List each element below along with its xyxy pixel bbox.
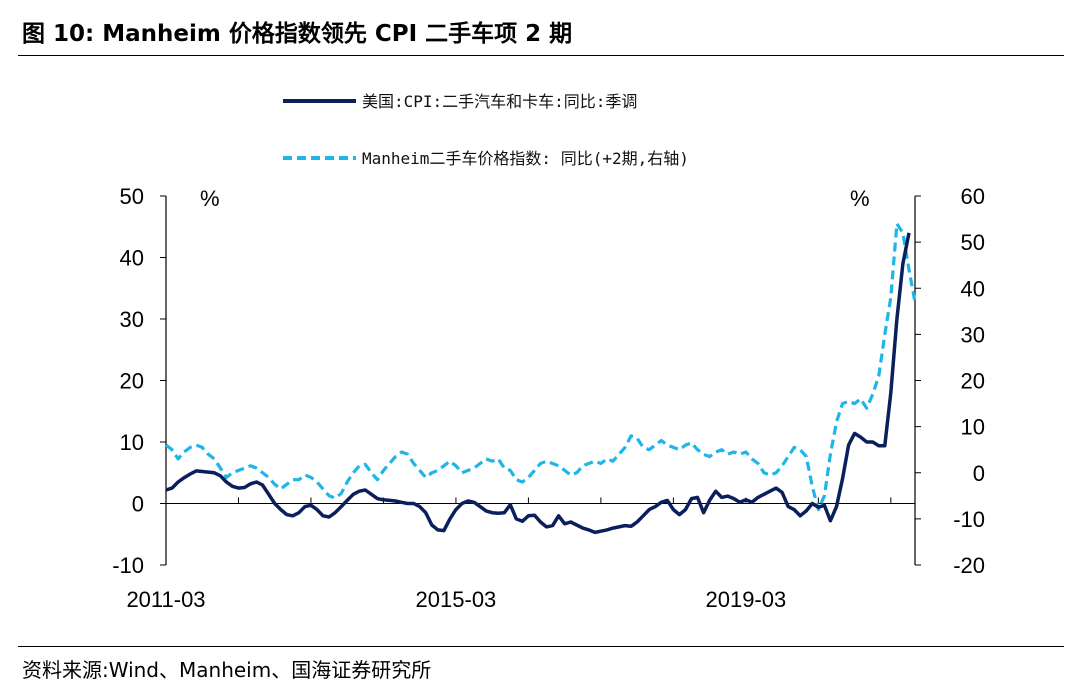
left-tick-label: -10 bbox=[112, 553, 144, 578]
line-chart: 美国:CPI:二手汽车和卡车:同比:季调 Manheim二手车价格指数: 同比(… bbox=[112, 92, 985, 612]
left-tick-label: 10 bbox=[120, 430, 144, 455]
series-line-cpi bbox=[165, 232, 911, 535]
chart-title: 图 10: Manheim 价格指数领先 CPI 二手车项 2 期 bbox=[22, 21, 573, 47]
left-tick-label: 40 bbox=[120, 246, 144, 271]
right-tick-label: 0 bbox=[973, 461, 985, 486]
x-tick-label: 2015-03 bbox=[416, 587, 497, 612]
right-tick-label: -10 bbox=[953, 507, 985, 532]
right-tick-label: 10 bbox=[961, 415, 985, 440]
right-tick-label: 30 bbox=[961, 322, 985, 347]
right-tick-label: 60 bbox=[961, 184, 985, 209]
left-tick-label: 50 bbox=[120, 184, 144, 209]
right-tick-label: -20 bbox=[953, 553, 985, 578]
footer-divider bbox=[18, 646, 1064, 647]
left-tick-label: 0 bbox=[132, 492, 144, 517]
left-unit-label: % bbox=[200, 186, 220, 211]
right-tick-label: 20 bbox=[961, 369, 985, 394]
series-line-manheim bbox=[165, 222, 917, 512]
source-note: 资料来源:Wind、Manheim、国海证券研究所 bbox=[22, 658, 432, 682]
series-layer bbox=[165, 222, 917, 535]
left-tick-label: 30 bbox=[120, 307, 144, 332]
axes: -10 0 10 20 30 40 50 -20 -10 0 10 20 30 40 50 60 2011-03… bbox=[112, 184, 985, 612]
left-tick-label: 20 bbox=[120, 369, 144, 394]
right-unit-label: % bbox=[850, 186, 870, 211]
legend-label-cpi: 美国:CPI:二手汽车和卡车:同比:季调 bbox=[362, 92, 637, 111]
x-tick-label: 2011-03 bbox=[126, 587, 205, 612]
right-tick-label: 50 bbox=[961, 230, 985, 255]
x-tick-label: 2019-03 bbox=[705, 587, 786, 612]
legend-label-manheim: Manheim二手车价格指数: 同比(+2期,右轴) bbox=[362, 149, 689, 168]
title-divider bbox=[18, 55, 1064, 56]
right-tick-label: 40 bbox=[961, 276, 985, 301]
